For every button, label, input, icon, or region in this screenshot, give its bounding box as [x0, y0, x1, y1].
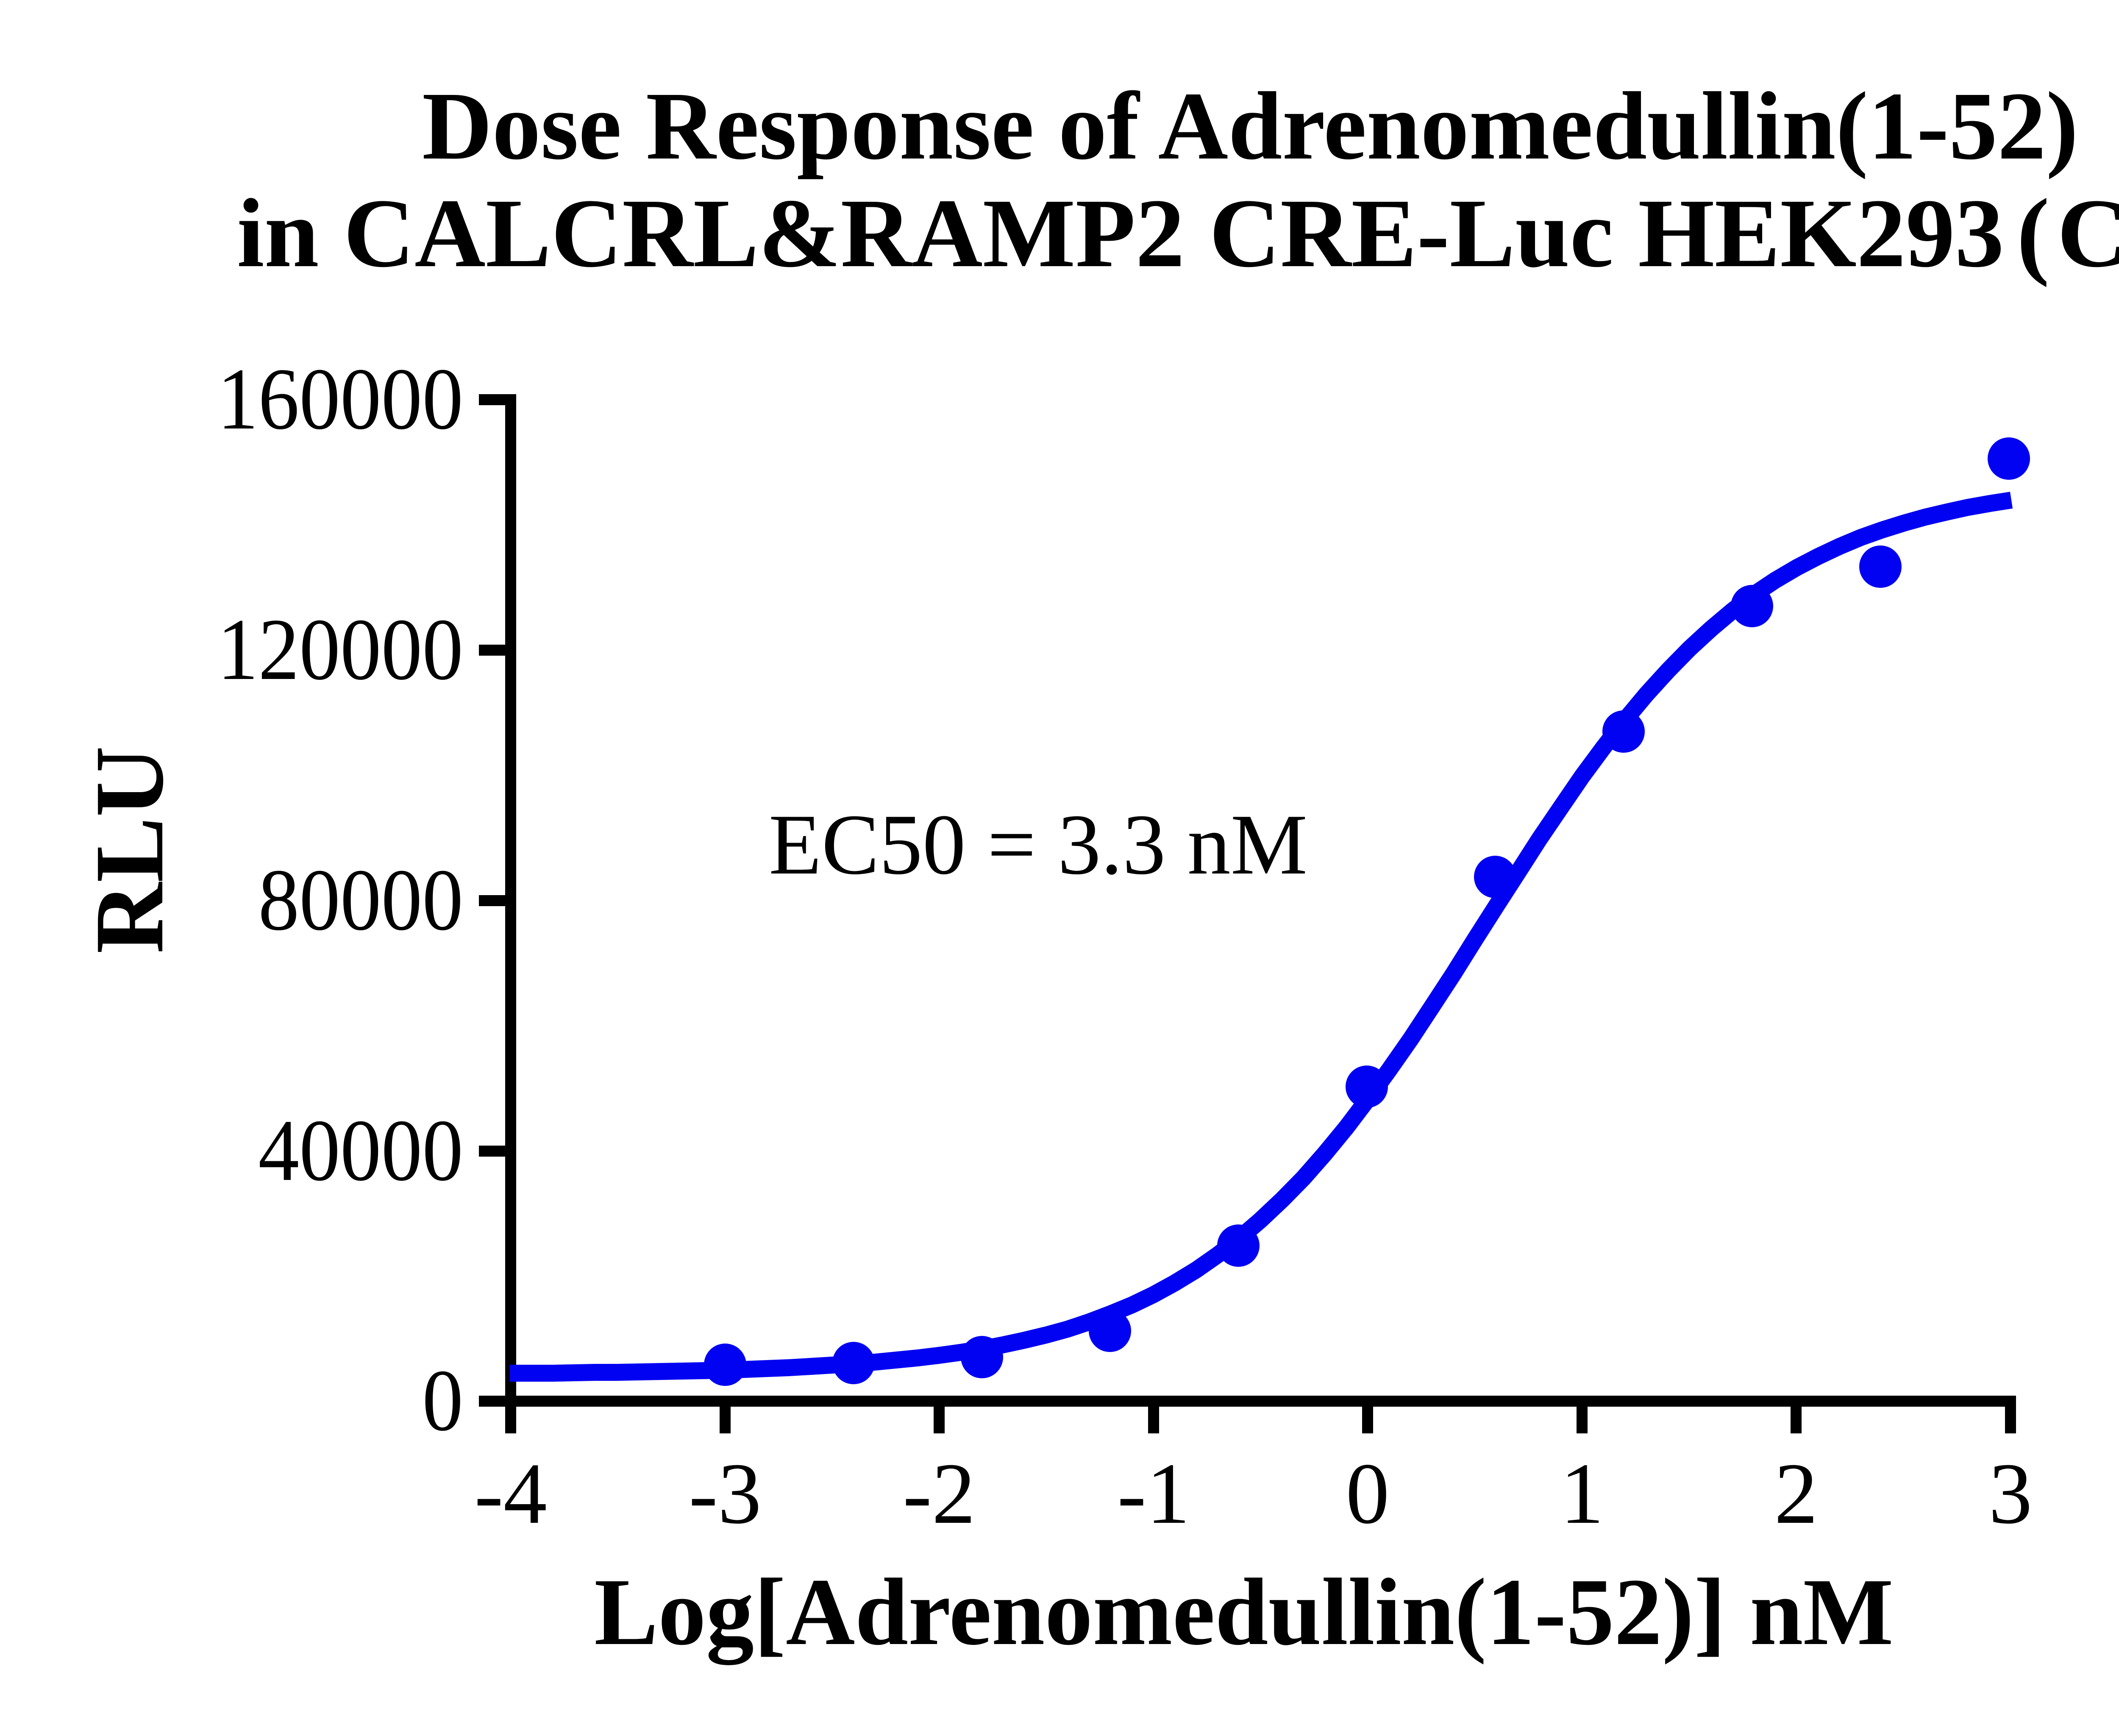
svg-text:-3: -3 [689, 1445, 762, 1542]
svg-text:in CALCRL&RAMP2 CRE-Luc HEK293: in CALCRL&RAMP2 CRE-Luc HEK293(C14) [237, 179, 2119, 288]
svg-text:RLU: RLU [75, 746, 184, 954]
svg-text:40000: 40000 [258, 1102, 463, 1199]
svg-text:0: 0 [422, 1352, 463, 1449]
svg-text:3: 3 [1989, 1445, 2033, 1542]
svg-text:0: 0 [1346, 1445, 1390, 1542]
svg-text:Dose Response of Adrenomedulli: Dose Response of Adrenomedullin(1-52) [422, 72, 2078, 180]
svg-text:160000: 160000 [217, 351, 463, 448]
svg-text:120000: 120000 [217, 601, 463, 698]
svg-text:2: 2 [1774, 1445, 1818, 1542]
svg-text:-4: -4 [474, 1445, 547, 1542]
svg-text:Log[Adrenomedullin(1-52)] nM: Log[Adrenomedullin(1-52)] nM [594, 1559, 1894, 1665]
svg-text:1: 1 [1560, 1445, 1604, 1542]
svg-text:80000: 80000 [258, 851, 463, 949]
svg-text:EC50 = 3.3 nM: EC50 = 3.3 nM [769, 797, 1307, 893]
svg-text:-2: -2 [903, 1445, 976, 1542]
svg-text:-1: -1 [1117, 1445, 1190, 1542]
